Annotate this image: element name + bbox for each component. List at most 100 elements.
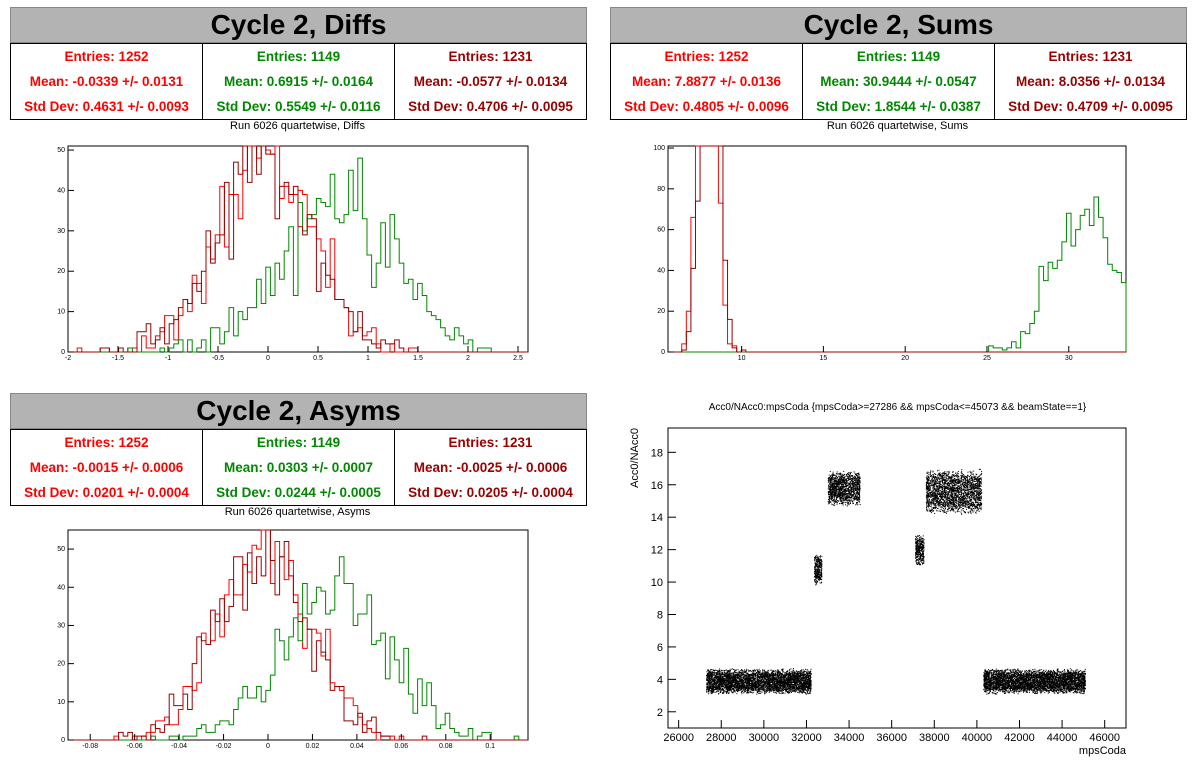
scatter-point <box>783 677 785 679</box>
scatter-point <box>717 671 719 673</box>
scatter-point <box>747 674 749 676</box>
scatter-point <box>777 671 779 673</box>
scatter-point <box>724 682 726 684</box>
scatter-point <box>809 682 811 684</box>
scatter-point <box>793 688 795 690</box>
scatter-point <box>772 686 774 688</box>
scatter-point <box>708 688 710 690</box>
scatter-point <box>808 685 810 687</box>
scatter-point <box>722 686 724 688</box>
scatter-point <box>819 559 821 561</box>
scatter-point <box>779 672 781 674</box>
scatter-point <box>728 686 730 688</box>
scatter-point <box>773 674 775 676</box>
scatter-point <box>710 669 712 671</box>
scatter-point <box>764 681 766 683</box>
scatter-point <box>856 481 858 483</box>
scatter-point <box>775 680 777 682</box>
scatter-point <box>772 679 774 681</box>
scatter-point <box>789 676 791 678</box>
scatter-point <box>785 690 787 692</box>
scatter-point <box>732 675 734 677</box>
scatter-point <box>774 672 776 674</box>
scatter-point <box>787 676 789 678</box>
scatter-point <box>814 568 816 570</box>
scatter-point <box>726 688 728 690</box>
scatter-point <box>854 487 856 489</box>
scatter-point <box>710 673 712 675</box>
scatter-point <box>740 669 742 671</box>
scatter-point <box>734 677 736 679</box>
scatter-point <box>809 685 811 687</box>
scatter-point <box>715 685 717 687</box>
scatter-point <box>774 686 776 688</box>
scatter-point <box>778 678 780 680</box>
scatter-point <box>752 677 754 679</box>
scatter-point <box>722 684 724 686</box>
scatter-point <box>808 670 810 672</box>
scatter-point <box>718 668 720 670</box>
scatter-point <box>769 681 771 683</box>
scatter-point <box>720 686 722 688</box>
scatter-point <box>782 686 784 688</box>
scatter-point <box>788 689 790 691</box>
scatter-point <box>798 674 800 676</box>
scatter-point <box>752 684 754 686</box>
scatter-point <box>717 688 719 690</box>
scatter-point <box>753 687 755 689</box>
scatter-point <box>760 677 762 679</box>
scatter-point <box>715 686 717 688</box>
scatter-point <box>712 674 714 676</box>
scatter-point <box>833 491 835 493</box>
scatter-point <box>721 676 723 678</box>
scatter-point <box>781 684 783 686</box>
scatter-point <box>760 674 762 676</box>
scatter-point <box>716 670 718 672</box>
scatter-point <box>847 472 849 474</box>
scatter-point <box>761 686 763 688</box>
scatter-point <box>797 681 799 683</box>
scatter-point <box>725 675 727 677</box>
scatter-point <box>729 670 731 672</box>
asyms-stats-2: Entries: 1149 Mean: 0.0303 +/- 0.0007 St… <box>203 430 395 505</box>
scatter-point <box>757 675 759 677</box>
scatter-point <box>727 678 729 680</box>
scatter-point <box>738 680 740 682</box>
scatter-point <box>736 680 738 682</box>
diffs-stats-3: Entries: 1231 Mean: -0.0577 +/- 0.0134 S… <box>395 44 586 119</box>
diffs-stats-1: Entries: 1252 Mean: -0.0339 +/- 0.0131 S… <box>11 44 203 119</box>
scatter-point <box>815 584 817 586</box>
scatter-point <box>735 682 737 684</box>
scatter-point <box>756 683 758 685</box>
scatter-point <box>734 671 736 673</box>
scatter-point <box>802 689 804 691</box>
scatter-point <box>752 689 754 691</box>
scatter-point <box>803 691 805 693</box>
scatter-point <box>781 670 783 672</box>
scatter-point <box>784 673 786 675</box>
scatter-point <box>754 678 756 680</box>
scatter-point <box>787 681 789 683</box>
scatter-point <box>771 687 773 689</box>
scatter-point <box>758 676 760 678</box>
scatter-point <box>763 676 765 678</box>
scatter-point <box>757 687 759 689</box>
scatter-point <box>829 501 831 503</box>
scatter-point <box>809 671 811 673</box>
x-tick-label: -0.04 <box>171 743 187 750</box>
scatter-point <box>724 682 726 684</box>
scatter-point <box>765 685 767 687</box>
scatter-point <box>764 683 766 685</box>
x-tick-label: 0.5 <box>313 355 323 362</box>
scatter-point <box>783 684 785 686</box>
scatter-point <box>793 672 795 674</box>
scatter-point <box>766 686 768 688</box>
scatter-point <box>808 672 810 674</box>
scatter-point <box>807 669 809 671</box>
scatter-point <box>769 678 771 680</box>
scatter-point <box>752 677 754 679</box>
scatter-point <box>764 675 766 677</box>
scatter-point <box>803 683 805 685</box>
y-tick-label: 60 <box>657 227 665 234</box>
scatter-point <box>804 686 806 688</box>
